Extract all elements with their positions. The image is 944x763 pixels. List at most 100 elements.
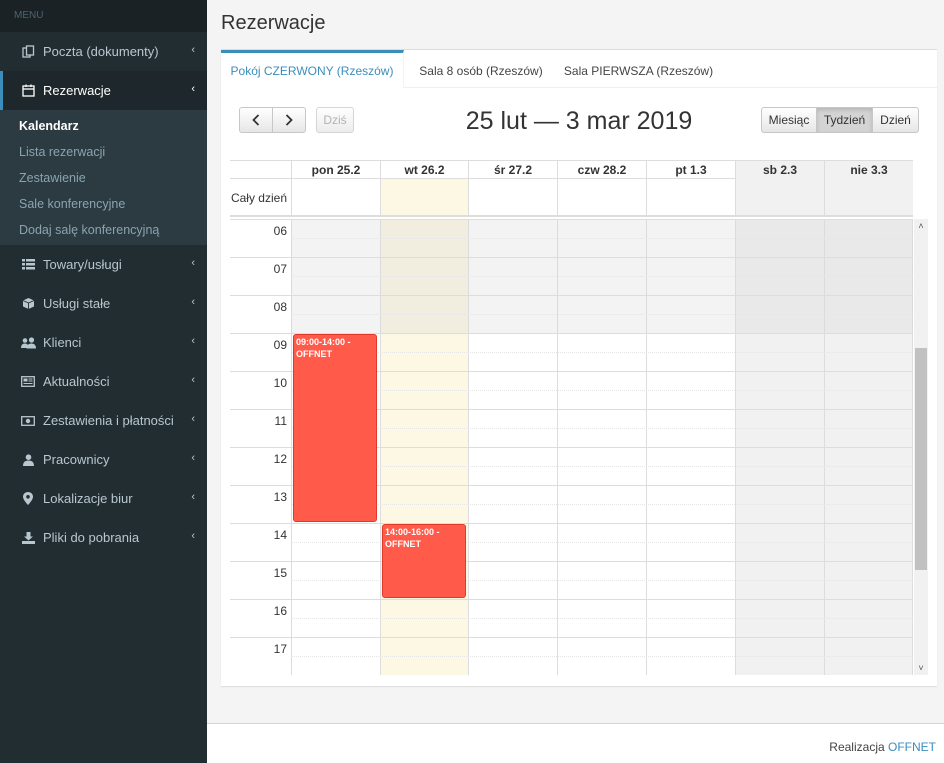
allday-cell[interactable] [824,179,913,215]
half-hour-line [291,428,913,429]
half-hour-line [291,542,913,543]
sidebar-item-label: Pracownicy [43,452,110,467]
calendar-box: Pokój CZERWONY (Rzeszów) Sala 8 osób (Rz… [221,49,937,686]
sidebar-item-towary[interactable]: Towary/usługi ‹ [0,245,207,284]
sidebar-item-lokalizacje[interactable]: Lokalizacje biur ‹ [0,479,207,518]
vertical-scrollbar[interactable]: ˄ ˅ [914,219,928,675]
users-icon [19,336,37,349]
time-slot-label: 16 [273,604,287,618]
sidebar-item-aktualnosci[interactable]: Aktualności ‹ [0,362,207,401]
day-header: pon 25.2 [291,161,380,179]
time-grid[interactable]: 06 07 08 09 10 11 12 13 14 15 16 17 09:00-14:00 - O… [230,219,928,675]
rezerwacje-submenu: Kalendarz Lista rezerwacji Zestawienie S… [0,110,207,245]
time-slot[interactable]: 14 [230,523,913,561]
allday-cell[interactable] [291,179,380,215]
prev-button[interactable] [239,107,273,133]
time-slot[interactable]: 09 [230,333,913,371]
sidebar-item-uslugi-stale[interactable]: Usługi stałe ‹ [0,284,207,323]
time-slot-label: 14 [273,528,287,542]
download-icon [19,531,37,544]
half-hour-line [291,656,913,657]
sidebar-item-poczta[interactable]: Poczta (dokumenty) ‹ [0,32,207,71]
sidebar-item-zestawienia[interactable]: Zestawienia i płatności ‹ [0,401,207,440]
day-header: śr 27.2 [468,161,557,179]
tab-sala-8-osob[interactable]: Sala 8 osób (Rzeszów) [419,64,543,78]
day-header-row: pon 25.2 wt 26.2 śr 27.2 czw 28.2 pt 1.3… [230,160,913,179]
chevron-right-icon [285,114,293,126]
submenu-item-kalendarz[interactable]: Kalendarz [19,119,79,133]
sidebar-item-label: Pliki do pobrania [43,530,140,545]
time-slot[interactable]: 07 [230,257,913,295]
next-button[interactable] [272,107,306,133]
view-week-button[interactable]: Tydzień [816,107,873,133]
time-slot[interactable]: 13 [230,485,913,523]
sidebar-item-label: Usługi stałe [43,296,111,311]
sidebar-item-label: Poczta (dokumenty) [43,44,159,59]
sidebar-item-label: Klienci [43,335,82,350]
time-slot[interactable]: 15 [230,561,913,599]
menu-header: MENU [0,0,207,32]
tab-pokoj-czerwony[interactable]: Pokój CZERWONY (Rzeszów) [221,50,404,88]
chevron-left-icon: ‹ [191,491,195,503]
half-hour-line [291,390,913,391]
half-hour-line [291,276,913,277]
time-slot-label: 15 [273,566,287,580]
time-slot[interactable]: 11 [230,409,913,447]
time-slot-label: 08 [273,300,287,314]
half-hour-line [291,314,913,315]
reservation-event[interactable]: 09:00-14:00 - OFFNET [293,334,377,522]
time-slot[interactable]: 08 [230,295,913,333]
allday-cell[interactable] [380,179,468,215]
allday-cell[interactable] [735,179,824,215]
time-slot[interactable]: 10 [230,371,913,409]
time-slot[interactable]: 06 [230,219,913,257]
time-slot[interactable]: 12 [230,447,913,485]
view-month-button[interactable]: Miesiąc [761,107,817,133]
chevron-left-icon: ‹ [191,413,195,425]
allday-cell[interactable] [646,179,735,215]
time-slot-label: 10 [273,376,287,390]
footer-prefix: Realizacja [829,740,885,754]
time-slot[interactable]: 17 [230,637,913,675]
scrollbar-thumb[interactable] [915,348,927,570]
half-hour-line [291,504,913,505]
scroll-up-icon[interactable]: ˄ [918,221,924,231]
submenu-item-dodaj-sale[interactable]: Dodaj salę konferencyjną [19,223,160,237]
tab-sala-pierwsza[interactable]: Sala PIERWSZA (Rzeszów) [563,64,714,78]
footer-link[interactable]: OFFNET [888,740,936,754]
time-slot-label: 12 [273,452,287,466]
calendar-icon [19,84,37,97]
day-header: sb 2.3 [735,161,824,179]
sidebar-item-rezerwacje[interactable]: Rezerwacje ‹ [0,71,207,110]
list-icon [19,259,37,270]
user-icon [19,453,37,466]
sidebar-item-label: Lokalizacje biur [43,491,133,506]
allday-cell[interactable] [468,179,557,215]
chevron-left-icon: ‹ [191,296,195,308]
chevron-left-icon: ‹ [191,335,195,347]
sidebar-item-pracownicy[interactable]: Pracownicy ‹ [0,440,207,479]
allday-cell[interactable] [557,179,646,215]
view-day-button[interactable]: Dzień [872,107,919,133]
time-slot-label: 07 [273,262,287,276]
sidebar-item-label: Aktualności [43,374,110,389]
time-slot[interactable]: 16 [230,599,913,637]
chevron-left-icon: ‹ [191,452,195,464]
footer-credit: Realizacja OFFNET [829,740,936,754]
submenu-item-lista-rezerwacji[interactable]: Lista rezerwacji [19,145,106,159]
chevron-down-icon: ‹ [191,83,195,95]
chevron-left-icon: ‹ [191,530,195,542]
sidebar-item-klienci[interactable]: Klienci ‹ [0,323,207,362]
reservation-event[interactable]: 14:00-16:00 - OFFNET [382,524,466,598]
chevron-left-icon: ‹ [191,257,195,269]
newspaper-icon [19,376,37,387]
calendar-toolbar: Dziś Miesiąc Tydzień Dzień [221,107,937,135]
today-button[interactable]: Dziś [316,107,354,133]
sidebar-item-pliki[interactable]: Pliki do pobrania ‹ [0,518,207,557]
cube-icon [19,297,37,310]
sidebar: MENU Poczta (dokumenty) ‹ Rezerwacje ‹ K… [0,0,207,763]
submenu-item-zestawienie[interactable]: Zestawienie [19,171,86,185]
scroll-down-icon[interactable]: ˅ [918,663,924,673]
submenu-item-sale-konferencyjne[interactable]: Sale konferencyjne [19,197,126,211]
money-icon [19,415,37,426]
